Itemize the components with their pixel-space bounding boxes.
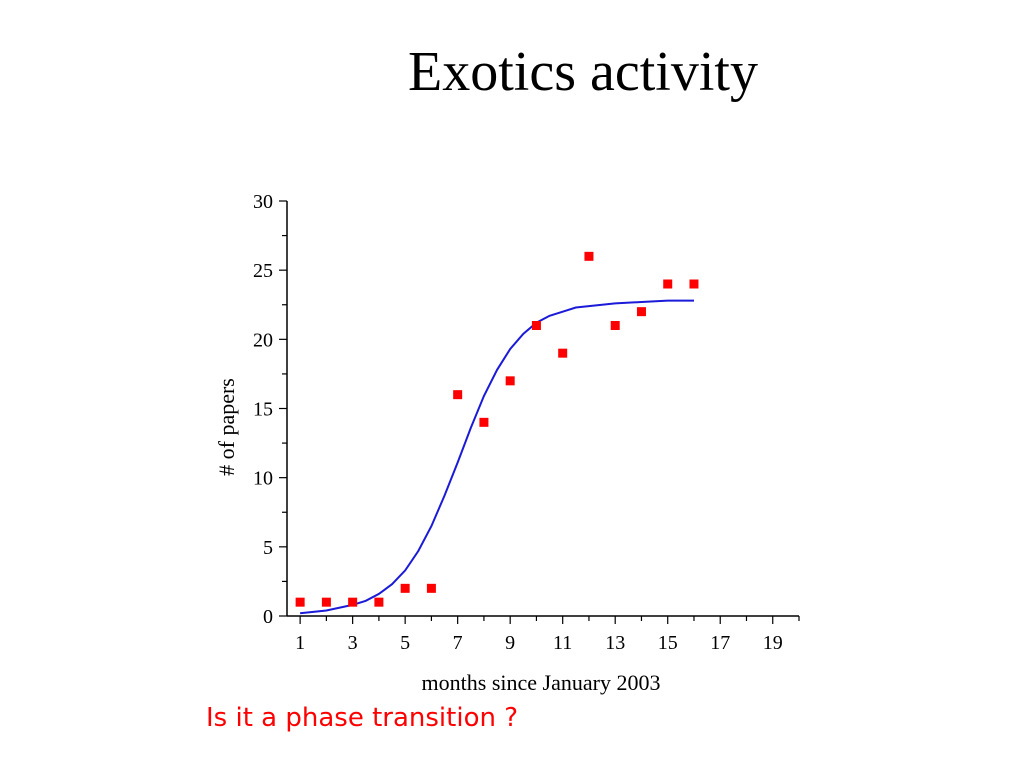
data-point [453, 390, 463, 400]
y-tick-label: 25 [253, 260, 273, 282]
data-point [426, 583, 436, 593]
data-point [610, 321, 620, 330]
data-point [400, 583, 410, 593]
x-tick-label: 7 [453, 632, 463, 654]
y-tick-label: 30 [253, 191, 273, 213]
x-tick-label: 19 [763, 632, 783, 654]
x-tick-label: 3 [348, 632, 358, 654]
y-tick-label: 20 [253, 329, 273, 351]
data-point [321, 597, 331, 607]
data-point [295, 597, 305, 607]
y-axis-label: # of papers [214, 378, 239, 476]
data-point [479, 417, 489, 427]
data-point [636, 307, 646, 317]
fit-curve-group [299, 299, 694, 615]
x-tick-label: 5 [400, 632, 410, 654]
x-tick-label: 1 [295, 632, 305, 654]
fit-curve [299, 299, 694, 615]
x-tick-label: 9 [505, 632, 515, 654]
y-tick-label: 15 [253, 399, 273, 421]
data-point [663, 279, 673, 289]
data-point [374, 597, 384, 607]
y-tick-label: 10 [253, 468, 273, 490]
data-point [505, 376, 515, 386]
data-point [531, 321, 541, 330]
x-tick-label: 11 [553, 632, 572, 654]
data-point [348, 597, 358, 607]
y-tick-label: 0 [263, 606, 273, 628]
slide-title: Exotics activity [408, 41, 758, 103]
data-points-group [295, 251, 699, 607]
data-point [584, 251, 594, 261]
data-point [689, 279, 699, 289]
x-axis-label: months since January 2003 [422, 670, 661, 695]
x-tick-label: 15 [658, 632, 678, 654]
data-point [558, 348, 568, 358]
x-tick-label: 13 [605, 632, 625, 654]
y-tick-label: 5 [263, 537, 273, 559]
caption-text: Is it a phase transition ? [206, 703, 519, 733]
x-tick-label: 17 [710, 632, 730, 654]
